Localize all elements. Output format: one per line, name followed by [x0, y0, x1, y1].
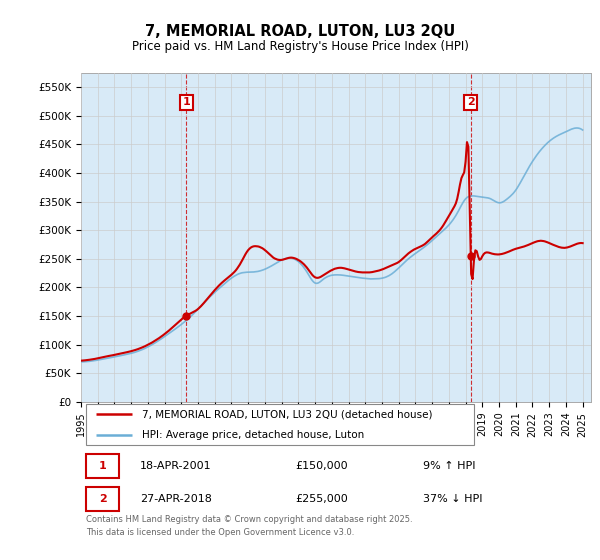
- Text: 2: 2: [99, 494, 107, 504]
- FancyBboxPatch shape: [86, 487, 119, 511]
- Text: 2: 2: [467, 97, 475, 108]
- Text: Price paid vs. HM Land Registry's House Price Index (HPI): Price paid vs. HM Land Registry's House …: [131, 40, 469, 53]
- Text: HPI: Average price, detached house, Luton: HPI: Average price, detached house, Luto…: [142, 430, 364, 440]
- FancyBboxPatch shape: [86, 404, 474, 445]
- Text: 7, MEMORIAL ROAD, LUTON, LU3 2QU (detached house): 7, MEMORIAL ROAD, LUTON, LU3 2QU (detach…: [142, 409, 433, 419]
- Text: 9% ↑ HPI: 9% ↑ HPI: [423, 461, 475, 471]
- Text: Contains HM Land Registry data © Crown copyright and database right 2025.
This d: Contains HM Land Registry data © Crown c…: [86, 515, 413, 536]
- FancyBboxPatch shape: [86, 454, 119, 478]
- Text: £150,000: £150,000: [295, 461, 348, 471]
- Text: 7, MEMORIAL ROAD, LUTON, LU3 2QU: 7, MEMORIAL ROAD, LUTON, LU3 2QU: [145, 24, 455, 39]
- Text: 1: 1: [182, 97, 190, 108]
- Text: 18-APR-2001: 18-APR-2001: [140, 461, 211, 471]
- Text: 27-APR-2018: 27-APR-2018: [140, 494, 212, 504]
- Text: 37% ↓ HPI: 37% ↓ HPI: [423, 494, 482, 504]
- Text: 1: 1: [99, 461, 107, 471]
- Text: £255,000: £255,000: [295, 494, 348, 504]
